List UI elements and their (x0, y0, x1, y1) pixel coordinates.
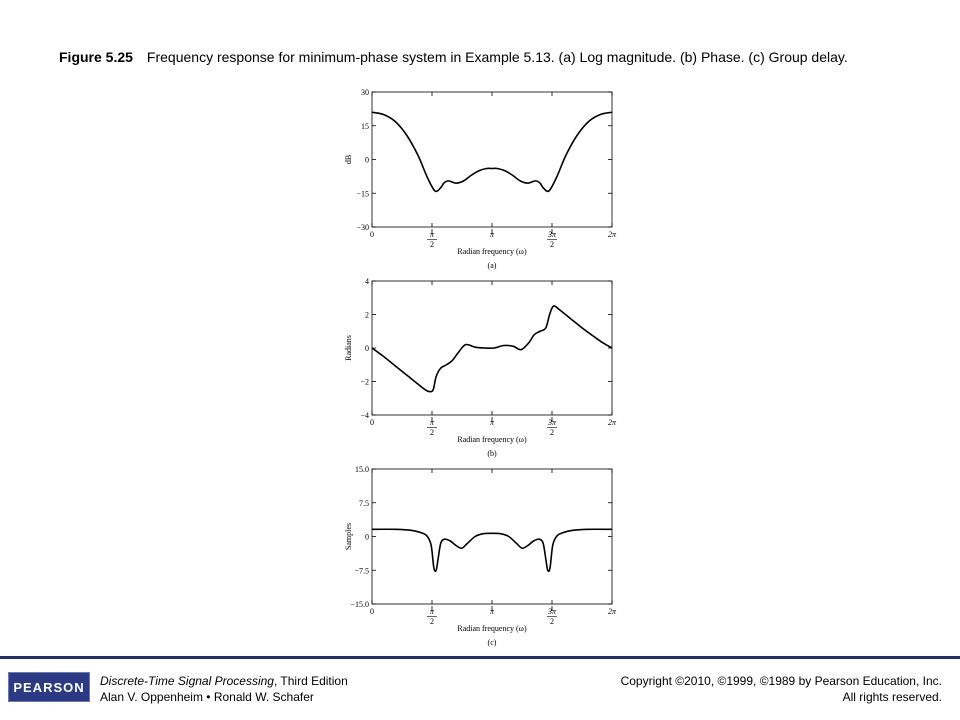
y-tick-label: 15.0 (355, 465, 369, 474)
x-axis-label: Radian frequency (ω) (457, 624, 527, 633)
x-tick-label-denominator: 2 (550, 428, 554, 437)
y-tick-label: −30 (356, 223, 369, 232)
x-tick-label-denominator: 2 (550, 240, 554, 249)
x-tick-label: 3π (547, 418, 557, 427)
x-tick-label: π (490, 418, 495, 427)
book-authors: Alan V. Oppenheim • Ronald W. Schafer (100, 690, 314, 704)
book-title: Discrete-Time Signal Processing (100, 674, 274, 688)
y-tick-label: 30 (361, 88, 369, 97)
y-tick-label: 7.5 (359, 499, 369, 508)
x-axis-label: Radian frequency (ω) (457, 435, 527, 444)
y-tick-label: 0 (365, 533, 369, 542)
y-axis-label: Radians (344, 335, 353, 361)
y-axis-label: dB (344, 155, 353, 164)
y-axis-label: Samples (344, 523, 353, 550)
x-tick-label: π (430, 607, 435, 616)
copyright-info: Copyright ©2010, ©1999, ©1989 by Pearson… (621, 673, 942, 705)
x-axis-label: Radian frequency (ω) (457, 247, 527, 256)
x-tick-label: π (430, 418, 435, 427)
y-tick-label: 4 (365, 277, 369, 286)
logo-text: PEARSON (13, 679, 85, 695)
book-info: Discrete-Time Signal Processing, Third E… (100, 673, 348, 705)
y-tick-label: 15 (361, 122, 369, 131)
y-tick-label: −15.0 (350, 600, 369, 609)
x-tick-label: π (490, 230, 495, 239)
y-tick-label: 0 (365, 156, 369, 165)
panel-label: (b) (487, 449, 497, 458)
x-tick-label: 0 (370, 418, 374, 427)
y-tick-label: −2 (360, 378, 369, 387)
y-tick-label: −15 (356, 189, 369, 198)
plot-frame (371, 468, 613, 605)
y-tick-label: 0 (365, 344, 369, 353)
x-tick-label: 3π (547, 607, 557, 616)
y-tick-label: −7.5 (354, 566, 369, 575)
caption-text: Frequency response for minimum-phase sys… (146, 49, 848, 65)
figure-number: Figure 5.25 (59, 49, 133, 65)
figure-caption: Figure 5.25 Frequency response for minimu… (59, 48, 909, 66)
x-tick-label-denominator: 2 (550, 617, 554, 626)
x-tick-label: 3π (547, 230, 557, 239)
x-tick-label: π (430, 230, 435, 239)
y-tick-label: −4 (360, 411, 369, 420)
x-tick-label-denominator: 2 (430, 428, 434, 437)
panel-label: (c) (488, 638, 497, 647)
x-tick-label-denominator: 2 (430, 617, 434, 626)
x-tick-label: 0 (370, 230, 374, 239)
panel-label: (a) (488, 261, 497, 270)
x-tick-label-denominator: 2 (430, 240, 434, 249)
x-tick-label: 2π (608, 607, 617, 616)
series-line (371, 305, 613, 393)
series-line (371, 111, 613, 193)
x-tick-label: 2π (608, 230, 617, 239)
rights-text: All rights reserved. (842, 690, 942, 704)
book-edition: , Third Edition (273, 674, 348, 688)
pearson-logo: PEARSON (8, 672, 90, 702)
x-tick-label: π (490, 607, 495, 616)
footer-divider (0, 656, 960, 659)
y-tick-label: 2 (365, 311, 369, 320)
plot-frame (371, 91, 613, 228)
copyright-text: Copyright ©2010, ©1999, ©1989 by Pearson… (620, 674, 942, 688)
x-tick-label: 0 (370, 607, 374, 616)
series-line (371, 528, 613, 573)
x-tick-label: 2π (608, 418, 617, 427)
